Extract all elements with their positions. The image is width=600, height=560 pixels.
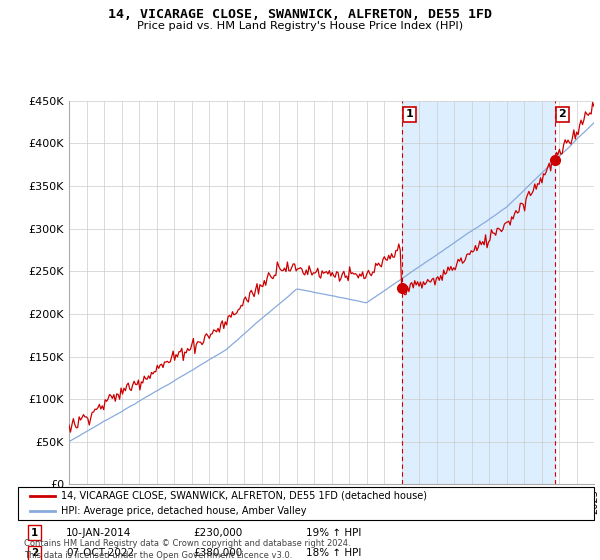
Text: 07-OCT-2022: 07-OCT-2022 <box>66 548 134 558</box>
Text: £380,000: £380,000 <box>193 548 242 558</box>
Text: £230,000: £230,000 <box>193 528 242 538</box>
Text: HPI: Average price, detached house, Amber Valley: HPI: Average price, detached house, Ambe… <box>61 506 306 516</box>
Text: 1: 1 <box>406 109 413 119</box>
Text: 14, VICARAGE CLOSE, SWANWICK, ALFRETON, DE55 1FD (detached house): 14, VICARAGE CLOSE, SWANWICK, ALFRETON, … <box>61 491 427 501</box>
Text: 14, VICARAGE CLOSE, SWANWICK, ALFRETON, DE55 1FD: 14, VICARAGE CLOSE, SWANWICK, ALFRETON, … <box>108 8 492 21</box>
FancyBboxPatch shape <box>19 487 593 520</box>
Text: 19% ↑ HPI: 19% ↑ HPI <box>306 528 361 538</box>
Text: Price paid vs. HM Land Registry's House Price Index (HPI): Price paid vs. HM Land Registry's House … <box>137 21 463 31</box>
Text: Contains HM Land Registry data © Crown copyright and database right 2024.
This d: Contains HM Land Registry data © Crown c… <box>24 539 350 560</box>
Text: 2: 2 <box>31 548 38 558</box>
Text: 18% ↑ HPI: 18% ↑ HPI <box>306 548 361 558</box>
Text: 2: 2 <box>559 109 566 119</box>
Text: 10-JAN-2014: 10-JAN-2014 <box>66 528 131 538</box>
Text: 1: 1 <box>31 528 38 538</box>
